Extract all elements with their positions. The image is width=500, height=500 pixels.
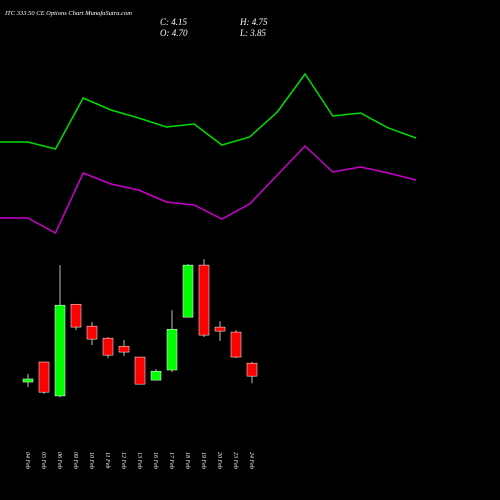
x-tick-label: 10 Feb (88, 452, 94, 469)
close-label: C: 4.15 (160, 17, 188, 27)
x-tick-label: 19 Feb (200, 452, 206, 469)
candle-body (230, 331, 242, 358)
candle-body (38, 361, 50, 393)
candle-body (22, 378, 34, 383)
x-tick-label: 06 Feb (56, 452, 62, 469)
candle-body (166, 328, 178, 371)
candle-body (118, 345, 130, 353)
x-tick-label: 11 Feb (104, 452, 110, 468)
x-tick-label: 04 Feb (24, 452, 31, 469)
candle-body (134, 356, 146, 385)
open-label: O: 4.70 (160, 28, 188, 38)
candle-body (182, 264, 194, 318)
chart-title: ITC 333.50 CE Options Chart MunafaSutra.… (4, 10, 132, 17)
candle-body (102, 337, 114, 356)
x-tick-label: 20 Feb (216, 452, 222, 469)
low-label: L: 3.85 (239, 28, 267, 38)
candle-body (86, 325, 98, 340)
x-tick-label: 05 Feb (40, 452, 46, 469)
x-tick-label: 24 Feb (248, 452, 255, 469)
high-label: H: 4.75 (239, 17, 268, 27)
candle-body (246, 362, 258, 377)
candle-body (198, 264, 210, 336)
x-tick-label: 09 Feb (72, 452, 78, 469)
x-tick-label: 18 Feb (184, 452, 190, 469)
candle-body (54, 304, 66, 397)
x-tick-label: 17 Feb (168, 452, 174, 469)
candle-body (214, 326, 226, 332)
x-tick-label: 12 Feb (120, 452, 126, 469)
x-tick-label: 16 Feb (152, 452, 158, 469)
indicator-line (0, 72, 417, 150)
candle-body (70, 303, 82, 328)
x-tick-label: 13 Feb (136, 452, 142, 469)
candle-body (150, 370, 162, 381)
x-tick-label: 23 Feb (232, 452, 238, 469)
indicator-line (0, 144, 417, 235)
